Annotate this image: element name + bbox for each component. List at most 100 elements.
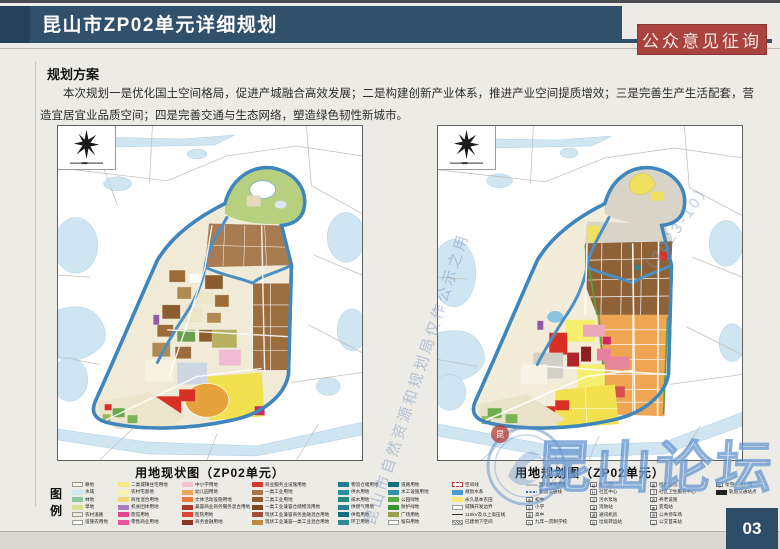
legend-item-label: 公交首末站 — [659, 519, 682, 525]
legend-swatch — [252, 504, 263, 510]
compass-box — [438, 126, 496, 170]
legend-swatch — [452, 504, 463, 510]
legend-item-label: 广场用地 — [401, 511, 420, 517]
consultation-badge: 公众意见征询 — [637, 24, 767, 55]
legend-item: 城镇开发边界 — [452, 504, 526, 510]
header-accent-block — [0, 6, 30, 43]
legend-item: 林地 — [72, 497, 118, 503]
legend-label: 图例 — [50, 487, 63, 518]
legend-swatch — [72, 519, 83, 525]
legend-item-label: 耕地 — [85, 481, 95, 487]
legend-item-label: 现状工业兼容一类工业混合用地 — [265, 519, 330, 525]
legend-item: 商业服务业设施用地 — [252, 482, 338, 487]
legend-column: 空间线 规划水系 永久基本农田 城镇开发边界 110kV及以上高压线 已建地下空间 — [452, 482, 526, 525]
legend-item: 留白用地 — [388, 519, 436, 525]
legend-item-label: 变电站 — [659, 504, 673, 510]
legend-swatch: 污 — [590, 496, 597, 503]
legend-swatch — [252, 497, 263, 503]
legend-item: 旅馆用地 — [118, 511, 182, 518]
legend-swatch — [118, 512, 129, 518]
legend-swatch — [182, 482, 193, 487]
legend-item: 物流仓储用地 — [338, 482, 388, 487]
legend-column: 现状保留道路 轨道交通线中初中小小学高高中九九年一贯制学校 — [526, 482, 590, 526]
legend-item-label: 供电用地 — [351, 511, 370, 517]
legend-swatch — [182, 497, 193, 503]
left-vertical-rule — [35, 61, 36, 507]
legend-item-label: 供水用地 — [351, 489, 370, 495]
legend-item-label: 已建地下空间 — [465, 519, 493, 525]
legend-swatch: 医 — [650, 481, 657, 488]
legend-swatch: 垃 — [590, 519, 597, 526]
legend-item: 供电用地 — [338, 511, 388, 518]
legend-item: 已建地下空间 — [452, 519, 526, 525]
legend-item-label: 环卫用地 — [351, 519, 370, 525]
legend-item: 幼儿园用地 — [182, 489, 252, 495]
legend-item: 幼幼儿园 — [590, 482, 650, 488]
legend-item: 110kV及以上高压线 — [452, 511, 526, 518]
legend-swatch: 消 — [590, 504, 597, 511]
legend-swatch — [388, 482, 399, 487]
legend-swatch — [526, 491, 537, 493]
legend-item-label: 商务金融用地 — [195, 519, 223, 525]
legend-item-label: 规划水系 — [465, 489, 484, 495]
legend-item-label: 兼容商业商务服务混合用地 — [195, 504, 251, 510]
legend-swatch — [388, 489, 399, 495]
legend-swatch — [452, 497, 463, 503]
legend-item: 轨道交通线 — [526, 489, 590, 495]
legend-item-label: 公共停车场 — [659, 511, 682, 517]
page-title: 昆山市ZP02单元详细规划 — [42, 15, 278, 36]
legend-swatch: 通 — [590, 512, 597, 519]
legend-item: 中小学用地 — [182, 482, 252, 487]
bottom-band — [0, 532, 780, 549]
legend-item: 垃垃圾转运站 — [590, 519, 650, 526]
legend-swatch: 高 — [526, 512, 533, 519]
legend-item: 二类工业用地 — [252, 497, 338, 503]
legend-item: 变变电站 — [650, 504, 716, 510]
legend-item-label: 中小学用地 — [195, 481, 218, 487]
legend-item-label: 零售商业用地 — [131, 519, 159, 525]
legend-item: 广场用地 — [388, 511, 436, 518]
legend-item-label: 留白用地 — [401, 519, 420, 525]
legend-item-label: 旅馆用地 — [131, 511, 150, 517]
wind-rose-compass-icon — [69, 129, 104, 165]
legend-item-label: 架空（污）线 — [725, 481, 753, 487]
legend-item: 道路用地 — [388, 482, 436, 487]
legend-item-label: 现状工业兼容商务金融混合用地 — [265, 511, 330, 517]
current-map-legend: 耕地 水域 林地 草地 农村道路 设施农用地 二类城镇住宅用地 农村宅基地 商住混合用地 机关团体… — [72, 482, 436, 525]
legend-swatch — [182, 512, 193, 518]
legend-swatch: 小 — [526, 504, 533, 511]
legend-swatch: 社 — [590, 489, 597, 496]
legend-item-label: 草地 — [85, 504, 95, 510]
legend-item-label: 小学 — [535, 504, 545, 510]
legend-item-label: 社区卫生服务中心 — [659, 489, 696, 495]
legend-item-label: 110kV及以上高压线 — [465, 511, 506, 517]
page-number: 03 — [726, 508, 778, 549]
legend-item: 机关团体用地 — [118, 504, 182, 510]
legend-column: 中小学用地 幼儿园用地 文体活动设施用地 兼容商业商务服务混合用地 医院用地 商务金融用地 — [182, 482, 252, 525]
legend-item: 通通讯机房 — [590, 512, 650, 519]
legend-item-label: 商业服务业设施用地 — [265, 481, 307, 487]
legend-item: 商住混合用地 — [118, 497, 182, 503]
legend-swatch — [252, 482, 263, 487]
legend-item: 零售商业用地 — [118, 519, 182, 525]
legend-swatch — [72, 482, 83, 487]
legend-item: 医综合医院 — [650, 481, 716, 488]
legend-swatch — [72, 504, 83, 510]
wind-rose-compass-icon — [449, 129, 484, 165]
legend-item: 消消防站 — [590, 504, 650, 511]
legend-item: 高高中 — [526, 512, 590, 519]
legend-swatch — [388, 512, 399, 518]
legend-swatch — [118, 519, 129, 525]
legend-item-label: 城镇开发边界 — [465, 504, 493, 510]
legend-item: 规划水系 — [452, 489, 526, 495]
legend-swatch: 中 — [526, 496, 533, 503]
legend-item: 医院用地 — [182, 512, 252, 518]
legend-swatch — [118, 497, 129, 503]
legend-column: 泵架空（污）线 轨道交通站点 — [716, 482, 774, 525]
legend-swatch — [182, 519, 193, 525]
legend-column: 幼幼儿园社社区中心污污水泵站消消防站通通讯机房垃垃圾转运站 — [590, 482, 650, 526]
section-heading: 规划方案 — [47, 67, 100, 82]
legend-item: 现状工业兼容一类工业混合用地 — [252, 519, 338, 525]
legend-swatch — [452, 489, 463, 495]
legend-item: 一类工业用地 — [252, 489, 338, 495]
